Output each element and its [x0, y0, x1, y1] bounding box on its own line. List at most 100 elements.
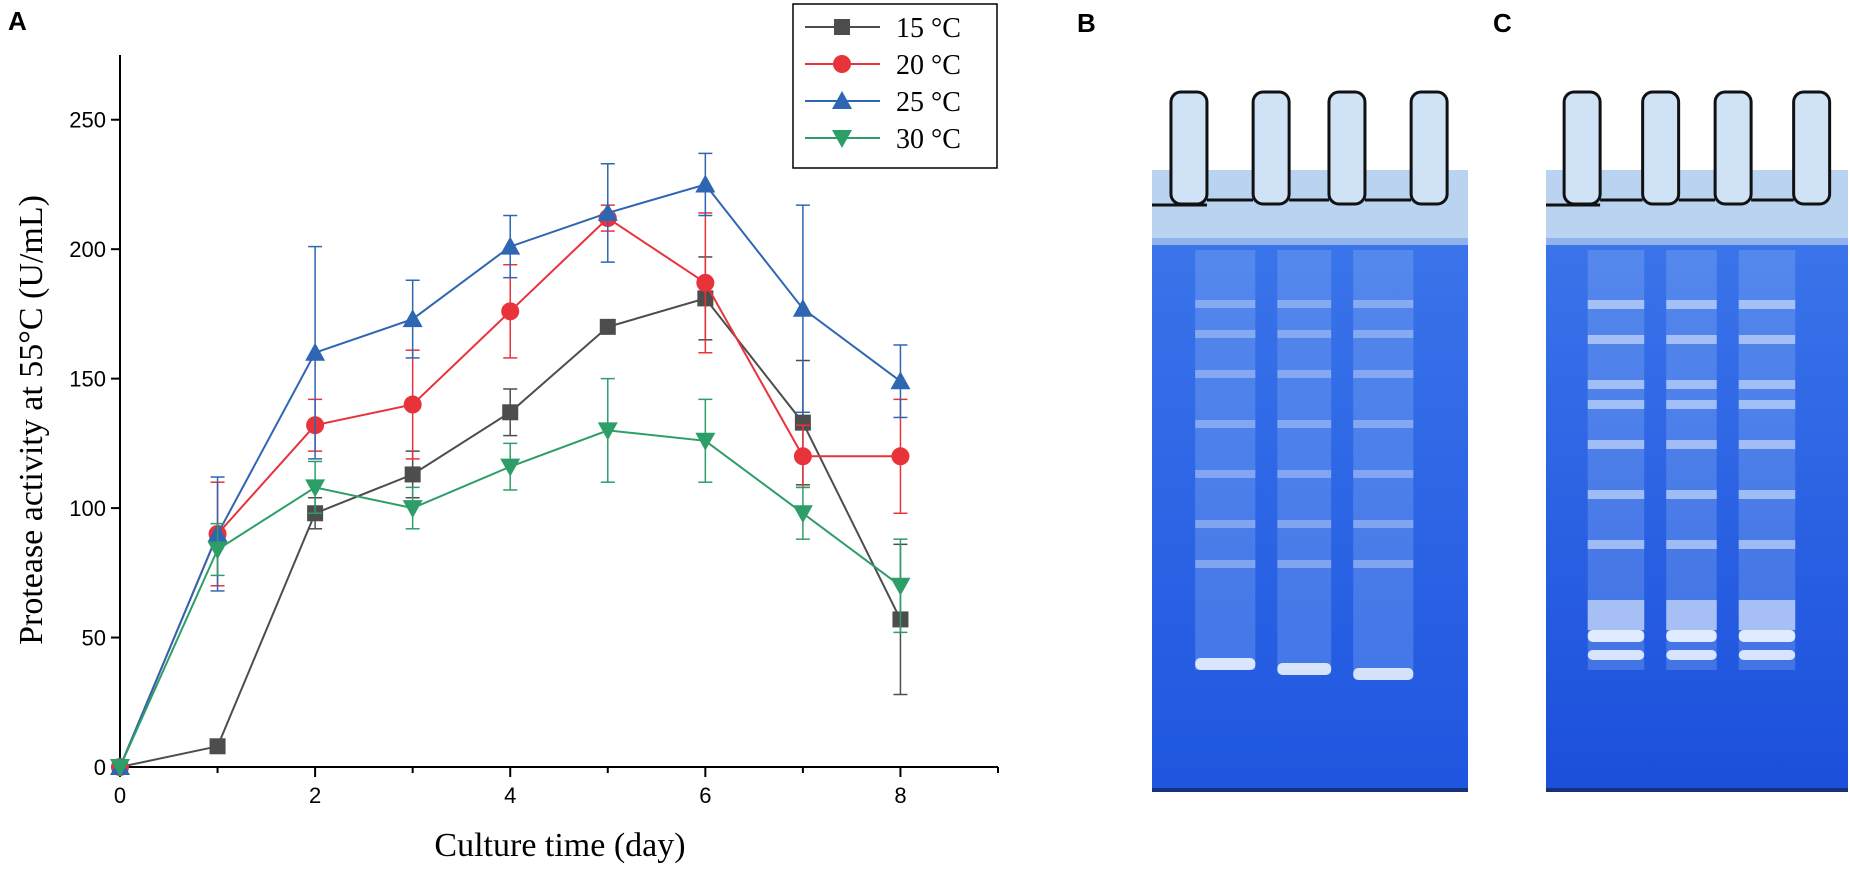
gel-well-tooth [1792, 90, 1832, 206]
gel-band [1277, 520, 1332, 528]
legend-marker [832, 91, 852, 109]
gel-band-strong [1666, 630, 1717, 642]
series-1 [111, 204, 910, 776]
y-axis-title: Protease activity at 55°C (U/mL) [13, 195, 50, 645]
gel-lane [1353, 250, 1414, 670]
gel-image-c [1546, 90, 1848, 792]
gel-band-strong [1738, 630, 1796, 642]
gel-band-strong [1587, 630, 1645, 642]
legend-box [792, 3, 998, 169]
data-point [891, 447, 910, 466]
data-point [597, 202, 618, 221]
legend-label: 20 °C [896, 50, 961, 81]
data-point [695, 174, 716, 193]
gel-band-strong [1353, 668, 1414, 680]
gel-band [1195, 470, 1256, 478]
chart-legend: 15 °C 20 °C 25 °C 30 °C [792, 3, 998, 169]
gel-band [1195, 300, 1256, 308]
gel-band [1738, 380, 1796, 389]
gel-band-strong [1195, 658, 1256, 670]
panel-label-b: B [1077, 8, 1096, 38]
gel-band [1353, 300, 1414, 308]
series-line [119, 297, 902, 768]
x-tick-label: 0 [114, 783, 126, 808]
data-point [500, 458, 521, 477]
gel-band [1277, 560, 1332, 568]
gel-band [1738, 300, 1796, 309]
y-ticks: 0 50 100 150 200 250 [69, 108, 120, 780]
gel-band [1195, 370, 1256, 378]
y-tick-label: 200 [69, 237, 106, 262]
gel-band [1353, 520, 1414, 528]
data-point [501, 302, 520, 321]
panel-label-a: A [8, 6, 27, 36]
legend-label: 15 °C [896, 13, 961, 44]
gel-band [1666, 380, 1717, 389]
protease-activity-chart: 0 50 100 150 200 250 0 2 4 6 8 Culture time (day)… [13, 3, 999, 864]
data-point [696, 273, 715, 292]
gel-band [1195, 420, 1256, 428]
legend-marker [832, 130, 852, 148]
gel-well-tooth [1562, 90, 1602, 206]
data-point [597, 422, 618, 441]
gel-band [1666, 540, 1717, 549]
gel-band [1738, 335, 1796, 344]
gel-band [1587, 400, 1645, 409]
gel-band [1277, 470, 1332, 478]
gel-boundary [1152, 238, 1468, 248]
gel-band [1738, 540, 1796, 549]
gel-band [1195, 560, 1256, 568]
data-point [402, 309, 423, 328]
data-point [110, 759, 130, 777]
gel-band [1353, 470, 1414, 478]
data-point [209, 738, 226, 755]
data-point [402, 500, 423, 519]
gel-band-strong [1738, 650, 1796, 660]
legend-label: 30 °C [896, 124, 961, 155]
data-point [599, 318, 616, 335]
x-axis-title: Culture time (day) [434, 827, 685, 864]
data-point [794, 414, 811, 431]
y-tick-label: 250 [69, 108, 106, 133]
series-2 [110, 152, 911, 775]
series-layer [110, 152, 911, 777]
gel-band [1353, 560, 1414, 568]
gel-band [1587, 335, 1645, 344]
gel-band [1587, 490, 1645, 499]
gel-band [1666, 400, 1717, 409]
gel-band [1587, 540, 1645, 549]
x-ticks: 0 2 4 6 8 [114, 767, 999, 808]
gel-band [1353, 330, 1414, 338]
x-tick-label: 6 [699, 783, 711, 808]
gel-bottom-edge [1152, 788, 1468, 792]
y-tick-label: 0 [94, 755, 106, 780]
data-point [305, 342, 326, 361]
gel-well-tooth [1713, 90, 1753, 206]
gel-band [1353, 370, 1414, 378]
gel-band [1738, 490, 1796, 499]
data-point [502, 404, 519, 421]
gel-band [1666, 490, 1717, 499]
series-3 [110, 377, 911, 777]
data-point [403, 395, 422, 414]
y-tick-label: 50 [82, 626, 106, 651]
gel-band [1666, 440, 1717, 449]
gel-well-tooth [1641, 90, 1681, 206]
data-point [890, 577, 911, 596]
separating-gel [1152, 245, 1468, 788]
y-tick-label: 150 [69, 367, 106, 392]
data-point [500, 236, 521, 255]
gel-band-strong [1587, 650, 1645, 660]
gel-band [1353, 420, 1414, 428]
gel-band [1277, 370, 1332, 378]
gel-image-b [1152, 90, 1468, 792]
data-point [404, 466, 421, 483]
legend-label: 25 °C [896, 87, 961, 118]
gel-band [1277, 330, 1332, 338]
data-point [793, 447, 812, 466]
gel-band [1587, 380, 1645, 389]
gel-lane [1195, 250, 1256, 670]
gel-band [1277, 300, 1332, 308]
gel-well-tooth [1327, 90, 1367, 206]
